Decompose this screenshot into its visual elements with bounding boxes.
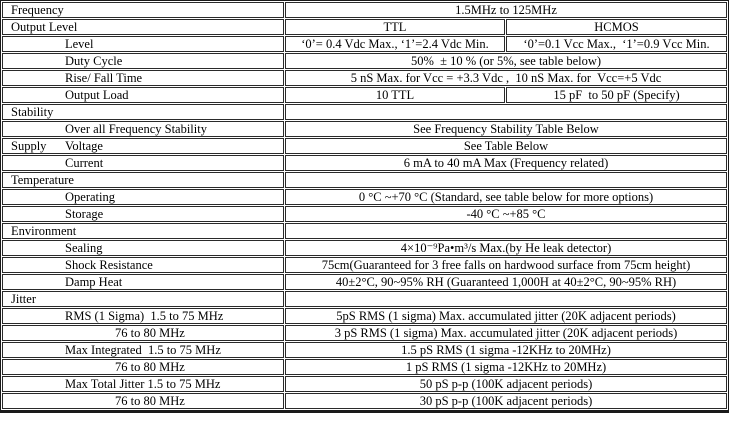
- spec-table: Frequency 1.5MHz to 125MHz Output Level TTL…: [0, 0, 729, 413]
- row-jitter-rms-sigma-low-band: RMS (1 Sigma) 1.5 to 75 MHz 5pS RMS (1 si…: [2, 308, 728, 324]
- jitter-max-total-low-band-value: 50 pS p-p (100K adjacent periods): [285, 376, 728, 392]
- row-output-level: Output Level TTL HCMOS: [2, 19, 728, 35]
- output-level-label: Output Level: [2, 19, 284, 35]
- supply-current-value: 6 mA to 40 mA Max (Frequency related): [285, 155, 728, 171]
- row-temperature: Temperature: [2, 172, 728, 188]
- frequency-value: 1.5MHz to 125MHz: [285, 2, 728, 18]
- duty-cycle-value: 50% ± 10 % (or 5%, see table below): [285, 53, 728, 69]
- jitter-max-total-high-band-label: 76 to 80 MHz: [2, 393, 284, 409]
- row-temperature-storage: Storage -40 °C ~+85 °C: [2, 206, 728, 222]
- jitter-max-total-low-band-label: Max Total Jitter 1.5 to 75 MHz: [2, 376, 284, 392]
- environment-sealing-label: Sealing: [2, 240, 284, 256]
- jitter-max-integrated-low-band-value: 1.5 pS RMS (1 sigma -12KHz to 20MHz): [285, 342, 728, 358]
- temperature-operating-value: 0 °C ~+70 °C (Standard, see table below …: [285, 189, 728, 205]
- temperature-storage-label: Storage: [2, 206, 284, 222]
- jitter-value: [285, 291, 728, 307]
- jitter-rms-sigma-low-band-label: RMS (1 Sigma) 1.5 to 75 MHz: [2, 308, 284, 324]
- row-environment-shock-resistance: Shock Resistance 75cm(Guaranteed for 3 fr…: [2, 257, 728, 273]
- supply-voltage-label: Supply Voltage: [2, 138, 284, 154]
- stability-value: [285, 104, 728, 120]
- output-load-value-1: 10 TTL: [285, 87, 505, 103]
- duty-cycle-label: Duty Cycle: [2, 53, 284, 69]
- row-level: Level ‘0’= 0.4 Vdc Max., ‘1’=2.4 Vdc Min.…: [2, 36, 728, 52]
- temperature-storage-value: -40 °C ~+85 °C: [285, 206, 728, 222]
- temperature-value: [285, 172, 728, 188]
- row-rise-fall-time: Rise/ Fall Time 5 nS Max. for Vcc = +3.3 …: [2, 70, 728, 86]
- environment-shock-resistance-label: Shock Resistance: [2, 257, 284, 273]
- row-jitter-max-integrated-high-band: 76 to 80 MHz 1 pS RMS (1 sigma -12KHz to …: [2, 359, 728, 375]
- row-jitter-max-integrated-low-band: Max Integrated 1.5 to 75 MHz 1.5 pS RMS (…: [2, 342, 728, 358]
- row-environment-damp-heat: Damp Heat 40±2°C, 90~95% RH (Guaranteed 1…: [2, 274, 728, 290]
- jitter-max-total-high-band-value: 30 pS p-p (100K adjacent periods): [285, 393, 728, 409]
- temperature-label: Temperature: [2, 172, 284, 188]
- row-stability: Stability: [2, 104, 728, 120]
- jitter-max-integrated-high-band-value: 1 pS RMS (1 sigma -12KHz to 20MHz): [285, 359, 728, 375]
- supply-voltage-label-text: Voltage: [65, 139, 103, 153]
- environment-damp-heat-label: Damp Heat: [2, 274, 284, 290]
- row-overall-frequency-stability: Over all Frequency Stability See Frequenc…: [2, 121, 728, 137]
- frequency-label: Frequency: [2, 2, 284, 18]
- spec-table-body: Frequency 1.5MHz to 125MHz Output Level TTL…: [2, 2, 728, 409]
- environment-sealing-value: 4×10⁻⁹Pa•m³/s Max.(by He leak detector): [285, 240, 728, 256]
- supply-voltage-value: See Table Below: [285, 138, 728, 154]
- environment-value: [285, 223, 728, 239]
- level-value-1: ‘0’= 0.4 Vdc Max., ‘1’=2.4 Vdc Min.: [285, 36, 505, 52]
- row-output-load: Output Load 10 TTL 15 pF to 50 pF (Specify…: [2, 87, 728, 103]
- rise-fall-time-value: 5 nS Max. for Vcc = +3.3 Vdc , 10 nS Max…: [285, 70, 728, 86]
- row-supply-voltage: Supply Voltage See Table Below: [2, 138, 728, 154]
- output-load-label: Output Load: [2, 87, 284, 103]
- row-frequency: Frequency 1.5MHz to 125MHz: [2, 2, 728, 18]
- overall-frequency-stability-value: See Frequency Stability Table Below: [285, 121, 728, 137]
- environment-label: Environment: [2, 223, 284, 239]
- row-duty-cycle: Duty Cycle 50% ± 10 % (or 5%, see table b…: [2, 53, 728, 69]
- stability-label: Stability: [2, 104, 284, 120]
- jitter-max-integrated-low-band-label: Max Integrated 1.5 to 75 MHz: [2, 342, 284, 358]
- row-jitter-max-total-high-band: 76 to 80 MHz 30 pS p-p (100K adjacent per…: [2, 393, 728, 409]
- supply-voltage-label-prefix: Supply: [11, 139, 47, 153]
- row-jitter: Jitter: [2, 291, 728, 307]
- level-label: Level: [2, 36, 284, 52]
- row-environment: Environment: [2, 223, 728, 239]
- jitter-label: Jitter: [2, 291, 284, 307]
- temperature-operating-label: Operating: [2, 189, 284, 205]
- row-jitter-max-total-low-band: Max Total Jitter 1.5 to 75 MHz 50 pS p-p …: [2, 376, 728, 392]
- jitter-rms-sigma-high-band-label: 76 to 80 MHz: [2, 325, 284, 341]
- output-load-value-2: 15 pF to 50 pF (Specify): [506, 87, 728, 103]
- row-environment-sealing: Sealing 4×10⁻⁹Pa•m³/s Max.(by He leak det…: [2, 240, 728, 256]
- rise-fall-time-label: Rise/ Fall Time: [2, 70, 284, 86]
- environment-shock-resistance-value: 75cm(Guaranteed for 3 free falls on hard…: [285, 257, 728, 273]
- supply-current-label: Current: [2, 155, 284, 171]
- row-supply-current: Current 6 mA to 40 mA Max (Frequency rela…: [2, 155, 728, 171]
- row-jitter-rms-sigma-high-band: 76 to 80 MHz 3 pS RMS (1 sigma) Max. accu…: [2, 325, 728, 341]
- row-temperature-operating: Operating 0 °C ~+70 °C (Standard, see tab…: [2, 189, 728, 205]
- jitter-max-integrated-high-band-label: 76 to 80 MHz: [2, 359, 284, 375]
- level-value-2: ‘0’=0.1 Vcc Max., ‘1’=0.9 Vcc Min.: [506, 36, 728, 52]
- output-level-value-1: TTL: [285, 19, 505, 35]
- jitter-rms-sigma-low-band-value: 5pS RMS (1 sigma) Max. accumulated jitte…: [285, 308, 728, 324]
- output-level-value-2: HCMOS: [506, 19, 728, 35]
- environment-damp-heat-value: 40±2°C, 90~95% RH (Guaranteed 1,000H at …: [285, 274, 728, 290]
- jitter-rms-sigma-high-band-value: 3 pS RMS (1 sigma) Max. accumulated jitt…: [285, 325, 728, 341]
- overall-frequency-stability-label: Over all Frequency Stability: [2, 121, 284, 137]
